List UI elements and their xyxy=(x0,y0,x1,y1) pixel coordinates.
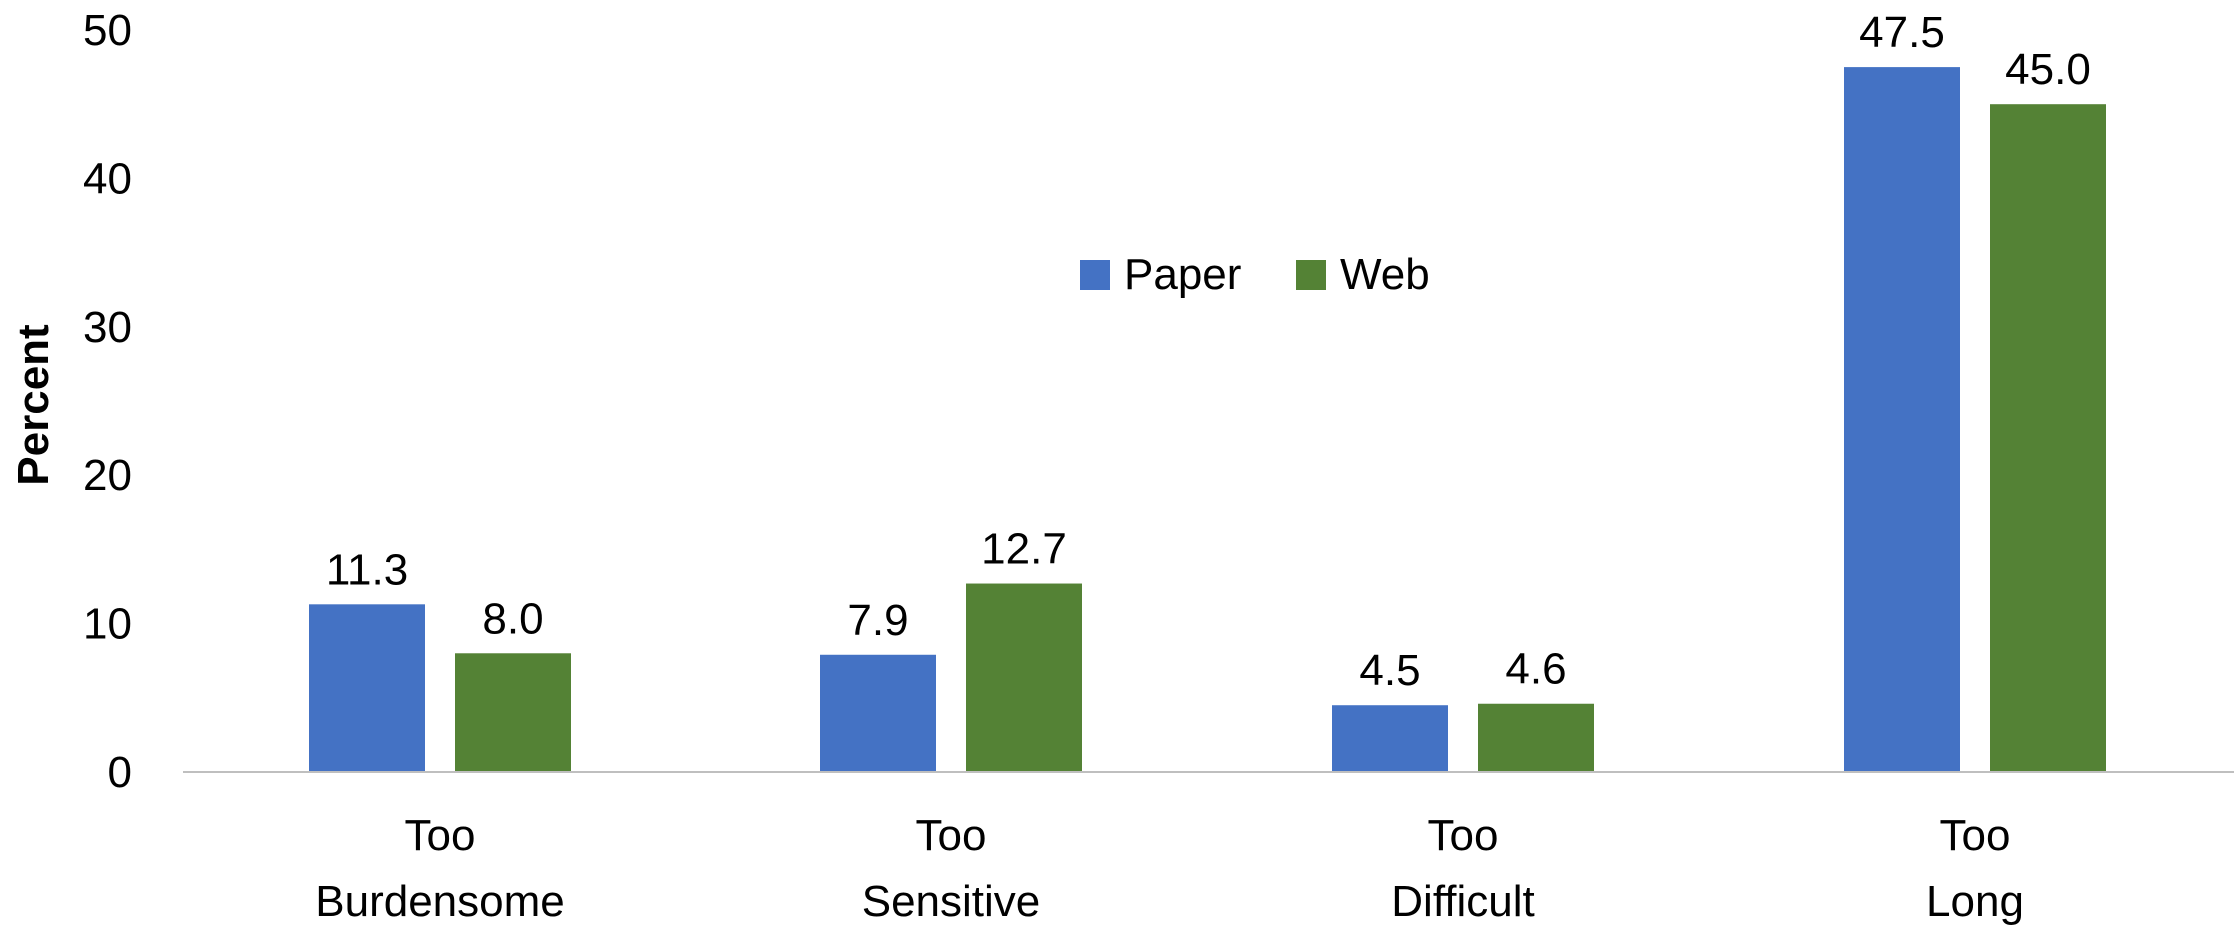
bar-web xyxy=(1478,703,1594,772)
legend-label-paper: Paper xyxy=(1124,250,1241,299)
bar-web xyxy=(1990,104,2106,772)
bar-web xyxy=(455,653,571,772)
legend-swatch-web xyxy=(1296,260,1326,290)
legend-swatch-paper xyxy=(1080,260,1110,290)
category-label: Long xyxy=(1926,877,2024,926)
y-tick-label: 50 xyxy=(83,6,132,55)
data-label: 4.5 xyxy=(1359,646,1420,695)
category-label: Too xyxy=(1428,811,1499,860)
data-label: 8.0 xyxy=(482,594,543,643)
data-label: 7.9 xyxy=(847,596,908,645)
bar-paper xyxy=(309,604,425,772)
data-labels: 11.3 8.0 7.9 12.7 4.5 4.6 47.5 45.0 xyxy=(326,8,2091,695)
y-axis-title: Percent xyxy=(9,324,58,486)
category-labels: Too Burdensome Too Sensitive Too Difficult Too… xyxy=(315,811,2024,926)
bar-paper xyxy=(1332,705,1448,772)
category-label: Too xyxy=(405,811,476,860)
bar-paper xyxy=(1844,67,1960,773)
category-label: Burdensome xyxy=(315,877,564,926)
data-label: 47.5 xyxy=(1859,8,1945,57)
category-label: Difficult xyxy=(1391,877,1534,926)
legend-label-web: Web xyxy=(1340,250,1430,299)
category-label: Sensitive xyxy=(862,877,1041,926)
y-tick-label: 10 xyxy=(83,600,132,649)
y-axis-ticks: 0 10 20 30 40 50 xyxy=(83,6,132,797)
bar-web xyxy=(966,583,1082,772)
y-tick-label: 0 xyxy=(108,748,132,797)
data-label: 45.0 xyxy=(2005,45,2091,94)
data-label: 11.3 xyxy=(326,545,408,594)
data-label: 4.6 xyxy=(1505,645,1566,694)
y-tick-label: 20 xyxy=(83,451,132,500)
y-tick-label: 30 xyxy=(83,303,132,352)
category-label: Too xyxy=(916,811,987,860)
legend: Paper Web xyxy=(1080,250,1430,299)
bar-paper xyxy=(820,654,936,772)
y-tick-label: 40 xyxy=(83,154,132,203)
bars xyxy=(309,67,2106,773)
category-label: Too xyxy=(1940,811,2011,860)
data-label: 12.7 xyxy=(981,525,1067,574)
